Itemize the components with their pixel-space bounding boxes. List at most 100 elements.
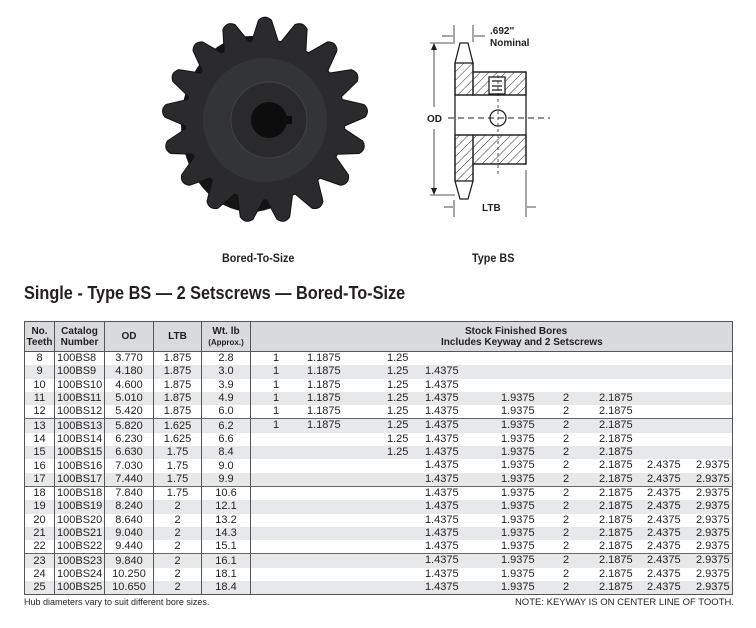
cell-bores: 1.4375 1.9375 2 2.1875 2.4375 2.9375 — [250, 540, 733, 554]
cell-ltb: 1.75 — [153, 446, 202, 460]
cell-bores: 1 1.1875 1.25 1.4375 1.9375 2 2.1875 — [250, 418, 733, 433]
header-catalog: Catalog Number — [54, 321, 105, 352]
cell-wt: 6.0 — [201, 405, 251, 419]
cell-ltb: 1.75 — [153, 459, 202, 473]
bore-size: 2.4375 — [647, 472, 681, 485]
table-row: 24 100BS24 10.250 2 18.1 1.4375 1.9375 2 2.1875 2… — [24, 567, 733, 582]
cell-catalog: 100BS8 — [54, 351, 105, 366]
cell-catalog: 100BS12 — [54, 405, 105, 419]
cell-bores: 1.4375 1.9375 2 2.1875 2.4375 2.9375 — [250, 500, 733, 514]
bore-size: 1.25 — [387, 419, 409, 432]
bore-size: 2.1875 — [599, 540, 633, 553]
bore-size: 1.9375 — [501, 446, 535, 459]
bore-size: 2.4375 — [647, 486, 681, 499]
table-row: 23 100BS23 9.840 2 16.1 1.4375 1.9375 2 2.1875 2.… — [24, 553, 733, 568]
cell-bores: 1.4375 1.9375 2 2.1875 2.4375 2.9375 — [250, 553, 733, 568]
cell-od: 10.250 — [104, 567, 154, 582]
bore-size: 2.9375 — [696, 567, 730, 580]
cell-wt: 18.4 — [201, 581, 251, 596]
cell-teeth: 19 — [24, 500, 55, 514]
cell-od: 3.770 — [104, 351, 154, 366]
table-row: 20 100BS20 8.640 2 13.2 1.4375 1.9375 2 2.1875 2.… — [24, 513, 733, 527]
bore-size: 1.25 — [387, 405, 409, 418]
bore-size: 2.1875 — [599, 432, 633, 445]
bore-size: 1.9375 — [501, 472, 535, 485]
cell-wt: 13.2 — [201, 513, 251, 527]
cell-teeth: 24 — [24, 567, 55, 582]
cell-bores: 1 1.1875 1.25 1.4375 1.9375 2 2.1875 — [250, 391, 733, 406]
cell-catalog: 100BS21 — [54, 526, 105, 541]
cell-teeth: 15 — [24, 446, 55, 460]
header-od: OD — [104, 321, 154, 352]
bore-size: 2.4375 — [647, 513, 681, 526]
bore-size: 2.9375 — [696, 526, 730, 539]
width-dimension-label: .692" — [490, 26, 514, 37]
cell-catalog: 100BS20 — [54, 513, 105, 527]
diagram-caption: Type BS — [472, 251, 515, 265]
bore-size: 1.25 — [387, 378, 409, 391]
cell-bores: 1.25 1.4375 1.9375 2 2.1875 — [250, 432, 733, 447]
bore-size: 2 — [563, 472, 570, 485]
cell-catalog: 100BS19 — [54, 500, 105, 514]
bore-size: 1.9375 — [501, 459, 535, 472]
cell-bores: 1 1.1875 1.25 1.4375 1.9375 2 2.1875 — [250, 405, 733, 419]
bore-size: 1.4375 — [425, 526, 459, 539]
cell-teeth: 12 — [24, 405, 55, 419]
bore-size: 1.9375 — [501, 554, 535, 567]
cell-catalog: 100BS18 — [54, 485, 105, 501]
cell-bores: 1 1.1875 1.25 — [250, 351, 733, 366]
cell-od: 6.230 — [104, 432, 154, 447]
cell-catalog: 100BS9 — [54, 365, 105, 379]
bore-size: 1.4375 — [425, 513, 459, 526]
cell-wt: 10.6 — [201, 485, 251, 501]
bore-size: 1.9375 — [501, 391, 535, 404]
bore-size: 2.1875 — [599, 419, 633, 432]
bore-size: 2 — [563, 486, 570, 499]
cell-bores: 1.4375 1.9375 2 2.1875 2.4375 2.9375 — [250, 459, 733, 473]
cell-od: 6.630 — [104, 446, 154, 460]
cell-teeth: 21 — [24, 526, 55, 541]
bore-size: 1.9375 — [501, 405, 535, 418]
header-bores: Stock Finished Bores Includes Keyway and … — [250, 321, 733, 352]
bore-size: 1 — [273, 378, 280, 391]
cell-ltb: 1.875 — [153, 365, 202, 379]
cell-wt: 12.1 — [201, 500, 251, 514]
bore-size: 1.4375 — [425, 405, 459, 418]
bore-size: 1.4375 — [425, 486, 459, 499]
cell-wt: 9.0 — [201, 459, 251, 473]
bore-size: 1.9375 — [501, 581, 535, 594]
bore-size: 1.25 — [387, 365, 409, 378]
cell-bores: 1 1.1875 1.25 1.4375 — [250, 365, 733, 379]
bore-size: 2.4375 — [647, 459, 681, 472]
cell-od: 9.040 — [104, 526, 154, 541]
bore-size: 2.1875 — [599, 459, 633, 472]
bore-size: 2 — [563, 405, 570, 418]
cell-catalog: 100BS22 — [54, 540, 105, 554]
cell-wt: 3.0 — [201, 365, 251, 379]
cell-teeth: 10 — [24, 378, 55, 392]
cell-wt: 9.9 — [201, 472, 251, 487]
bore-size: 2.1875 — [599, 526, 633, 539]
bore-size: 1.25 — [387, 352, 409, 364]
cell-ltb: 1.625 — [153, 418, 202, 433]
sprocket-table: No. Teeth Catalog Number OD LTB Wt. lb (App… — [24, 321, 733, 596]
bore-size: 2.1875 — [599, 581, 633, 594]
bore-size: 2 — [563, 419, 570, 432]
cell-ltb: 2 — [153, 513, 202, 527]
bore-size: 2 — [563, 446, 570, 459]
table-row: 25 100BS25 10.650 2 18.4 1.4375 1.9375 2 2.1875 2… — [24, 581, 733, 596]
cell-wt: 18.1 — [201, 567, 251, 582]
bore-size: 2.4375 — [647, 540, 681, 553]
footnote-hub: Hub diameters vary to suit different bor… — [24, 597, 210, 607]
cell-teeth: 22 — [24, 540, 55, 554]
bore-size: 2 — [563, 432, 570, 445]
cell-ltb: 2 — [153, 540, 202, 554]
table-row: 14 100BS14 6.230 1.625 6.6 1.25 1.4375 1.9375 2 2… — [24, 432, 733, 447]
bore-size: 2.9375 — [696, 581, 730, 594]
bore-size: 1.25 — [387, 391, 409, 404]
cell-ltb: 2 — [153, 581, 202, 596]
bore-size: 1.4375 — [425, 540, 459, 553]
bore-size: 1.1875 — [307, 378, 341, 391]
cell-teeth: 13 — [24, 418, 55, 433]
cell-od: 8.240 — [104, 500, 154, 514]
